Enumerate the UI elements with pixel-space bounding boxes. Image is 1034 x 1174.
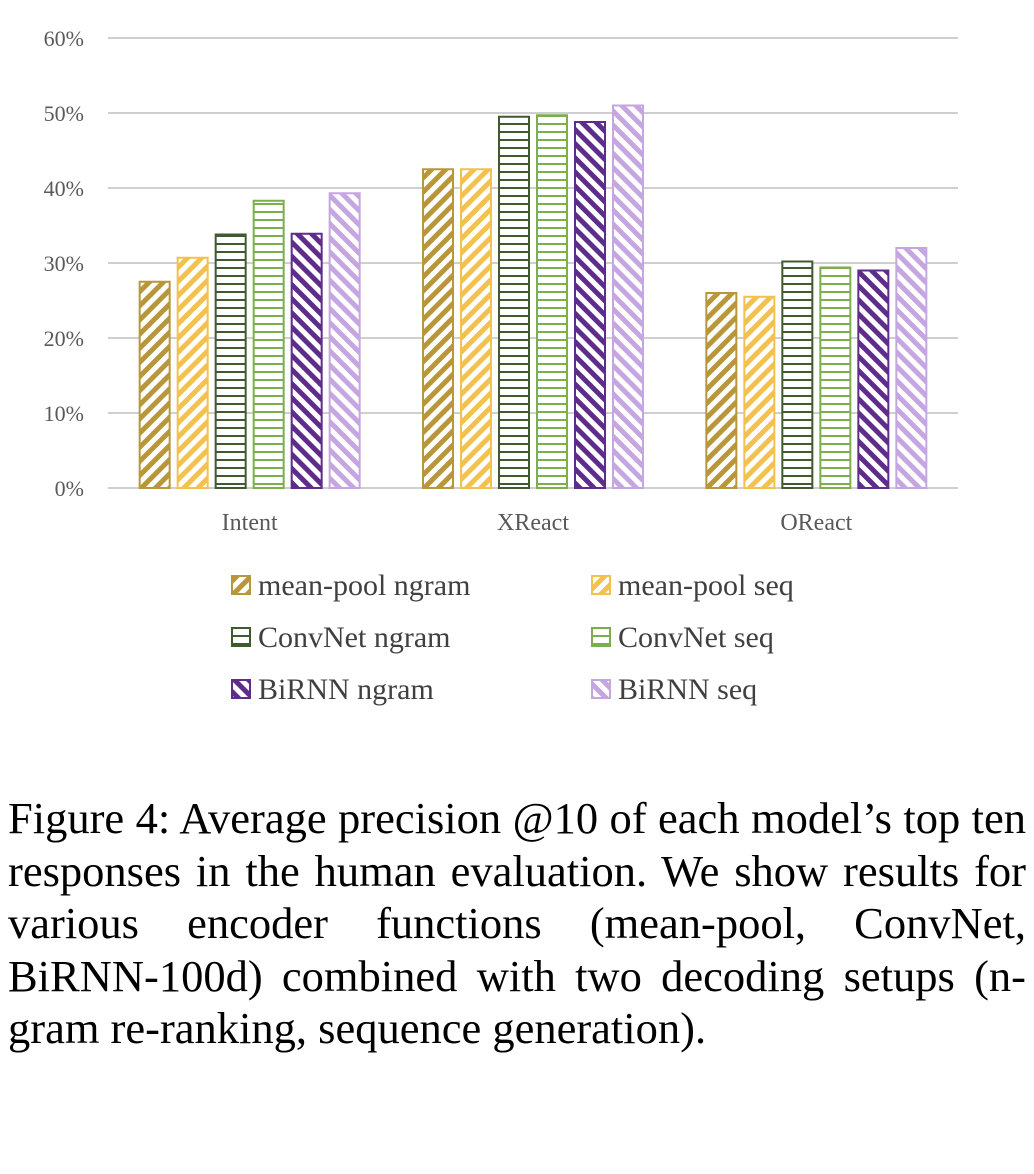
bar-BiRNN-seq-oreact — [895, 247, 928, 489]
legend-label: ConvNet ngram — [258, 621, 450, 654]
y-tick-label: 40% — [44, 176, 84, 201]
legend: mean-pool ngram mean-pool seq ConvNet ngra… — [231, 569, 794, 706]
legend-swatch — [591, 627, 611, 647]
bar-ConvNet-seq-intent — [252, 199, 285, 489]
bar-mean-pool-ngram-xreact — [422, 168, 454, 489]
bar-mean-pool-seq-intent — [176, 256, 209, 489]
bar-mean-pool-ngram-intent — [138, 280, 171, 489]
y-tick-label: 20% — [44, 326, 84, 351]
bar-ConvNet-seq-xreact — [536, 114, 568, 489]
y-axis-tick-labels: 0% 10% 20% 30% 40% 50% 60% — [44, 26, 84, 501]
legend-label: BiRNN ngram — [258, 673, 434, 706]
legend-label: BiRNN seq — [618, 673, 757, 706]
legend-label: mean-pool seq — [618, 569, 794, 602]
bar-ConvNet-ngram-oreact — [781, 260, 814, 489]
x-axis-category-labels: Intent XReact OReact — [222, 510, 853, 536]
y-tick-label: 30% — [44, 251, 84, 276]
bar-ConvNet-ngram-xreact — [498, 115, 530, 489]
gridlines — [108, 37, 958, 489]
bar-BiRNN-ngram-xreact — [574, 121, 606, 489]
y-tick-label: 60% — [44, 26, 84, 51]
bars — [138, 104, 928, 489]
y-tick-label: 0% — [55, 476, 84, 501]
bar-mean-pool-ngram-oreact — [705, 292, 738, 489]
bar-mean-pool-seq-xreact — [460, 168, 492, 489]
legend-swatch — [231, 627, 251, 647]
bar-ConvNet-seq-oreact — [819, 266, 852, 489]
y-tick-label: 10% — [44, 401, 84, 426]
bar-mean-pool-seq-oreact — [743, 295, 776, 489]
legend-label: mean-pool ngram — [258, 569, 470, 602]
legend-swatch — [591, 679, 611, 699]
bar-BiRNN-seq-intent — [328, 192, 361, 489]
x-category-label: XReact — [497, 510, 569, 536]
bar-BiRNN-seq-xreact — [612, 104, 644, 489]
legend-swatch — [231, 679, 251, 699]
x-category-label: OReact — [780, 510, 852, 536]
chart-area: 0% 10% 20% 30% 40% 50% 60% Intent XReact OReact … — [44, 26, 958, 706]
figure-caption: Figure 4: Average precision @10 of each … — [8, 793, 1026, 1053]
bar-BiRNN-ngram-intent — [290, 232, 323, 489]
bar-chart: 0%10%20%30%40%50%60% Intent XReact OReact … — [44, 26, 958, 706]
bar-BiRNN-ngram-oreact — [857, 269, 890, 489]
bar-ConvNet-ngram-intent — [214, 233, 247, 489]
legend-swatch — [231, 575, 251, 595]
legend-swatch — [591, 575, 611, 595]
x-category-label: Intent — [222, 510, 278, 536]
legend-label: ConvNet seq — [618, 621, 774, 654]
y-tick-label: 50% — [44, 101, 84, 126]
